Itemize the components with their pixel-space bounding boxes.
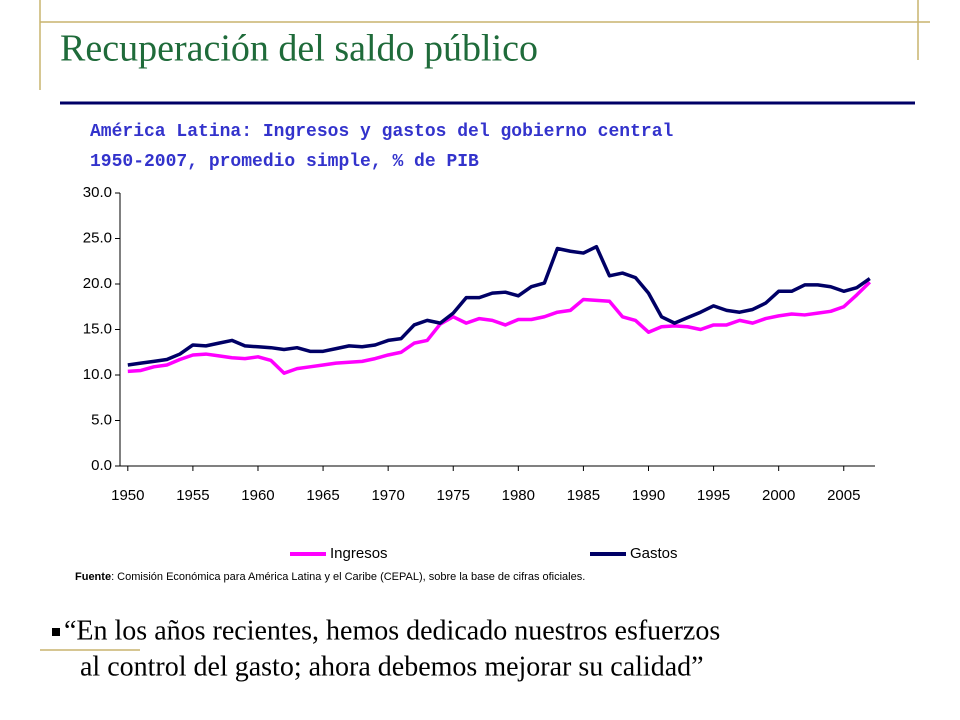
bullet [52, 628, 60, 636]
chart-title: 1950-2007, promedio simple, % de PIB [90, 152, 479, 172]
series-line [127, 280, 872, 375]
series-line [127, 244, 871, 367]
chart-title: América Latina: Ingresos y gastos del go… [90, 122, 673, 142]
x-tick-label: 1960 [241, 487, 274, 504]
source-note: Fuente: Comisión Económica para América … [75, 571, 585, 583]
x-tick-label: 1975 [437, 487, 470, 504]
x-tick-label: 2005 [827, 487, 860, 504]
source-label: Fuente [75, 571, 111, 583]
quote-line: al control del gasto; ahora debemos mejo… [80, 651, 704, 682]
x-tick-label: 1985 [567, 487, 600, 504]
x-tick-label: 2000 [762, 487, 795, 504]
y-tick-label: 20.0 [83, 275, 112, 292]
x-tick-label: 1955 [176, 487, 209, 504]
y-tick-label: 0.0 [91, 457, 112, 474]
source-text: : Comisión Económica para América Latina… [111, 571, 585, 583]
legend-label: Ingresos [330, 545, 388, 562]
x-tick-label: 1990 [632, 487, 665, 504]
legend-label: Gastos [630, 545, 678, 562]
x-tick-label: 1995 [697, 487, 730, 504]
quote-line: “En los años recientes, hemos dedicado n… [64, 615, 720, 646]
y-tick-label: 25.0 [83, 229, 112, 246]
slide-title: Recuperación del saldo público [60, 28, 538, 70]
x-tick-label: 1980 [502, 487, 535, 504]
y-tick-label: 30.0 [83, 184, 112, 201]
x-tick-label: 1950 [111, 487, 144, 504]
x-tick-label: 1965 [306, 487, 339, 504]
y-tick-label: 10.0 [83, 366, 112, 383]
x-tick-label: 1970 [371, 487, 404, 504]
y-tick-label: 15.0 [83, 320, 112, 337]
y-tick-label: 5.0 [91, 411, 112, 428]
